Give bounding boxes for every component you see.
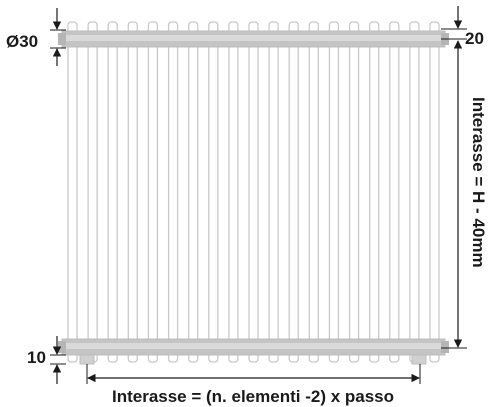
vertical-tube [268,21,279,363]
vertical-interaxis-label: Interasse = H - 40mm [469,97,488,268]
vertical-tube [228,21,239,363]
horizontal-interaxis-label: Interasse = (n. elementi -2) x passo [112,387,394,406]
vertical-tube [107,21,118,363]
vertical-tube [167,21,179,363]
bottom-collector [58,338,449,356]
horizontal-interaxis-dimension: Interasse = (n. elementi -2) x passo [86,364,421,406]
diameter-dimension: Ø30 [6,8,66,66]
vertical-tube [369,21,380,363]
vertical-tube [429,21,440,363]
vertical-tube [87,21,98,363]
vertical-tube [248,21,259,363]
bottom-offset-label: 10 [27,348,46,367]
vertical-interaxis-dimension: Interasse = H - 40mm [441,40,488,349]
vertical-tube [389,21,400,363]
top-offset-label: 20 [465,29,484,48]
vertical-tube [188,21,199,363]
vertical-tube [67,21,78,363]
vertical-tube [409,21,420,363]
vertical-tube [308,21,319,363]
vertical-tube [288,21,299,363]
diameter-label: Ø30 [6,32,38,51]
vertical-tube [328,21,340,363]
vertical-tube [208,21,219,363]
vertical-tube [348,21,360,363]
radiator-vertical-tubes [67,21,440,363]
top-offset-dimension: 20 [441,6,484,48]
vertical-tube [147,21,159,363]
vertical-tube [127,21,138,363]
bottom-offset-dimension: 10 [27,336,66,384]
top-collector [58,30,449,48]
